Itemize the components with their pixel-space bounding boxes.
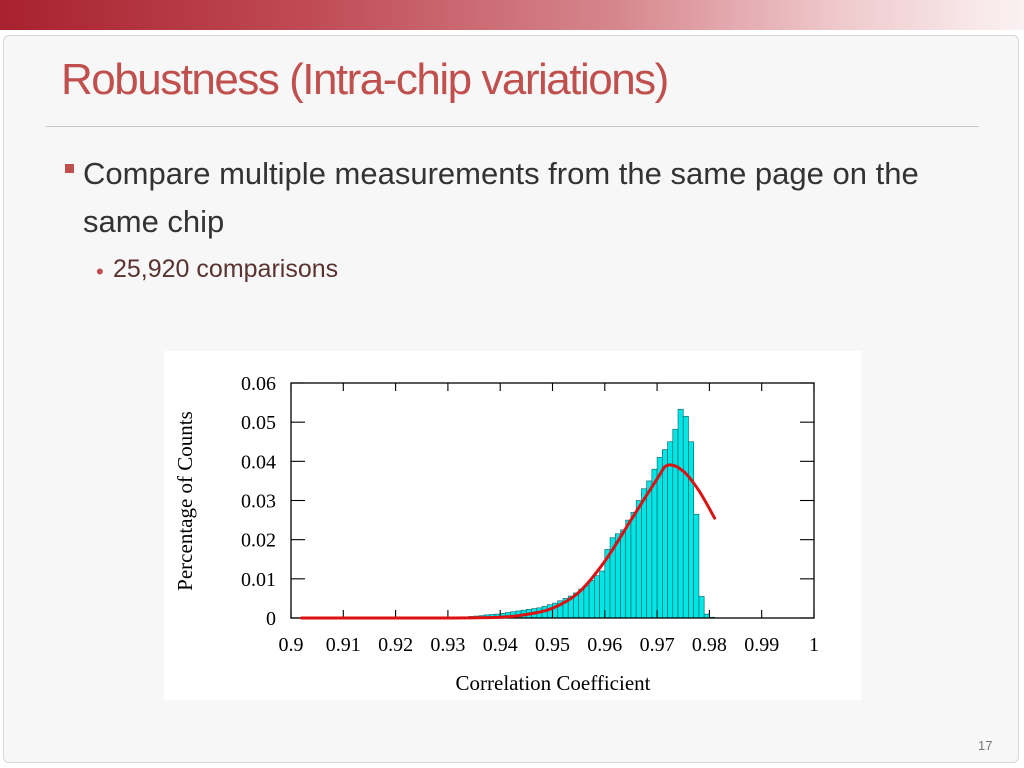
fit-curve-line bbox=[299, 463, 717, 620]
top-gradient-band bbox=[0, 0, 1024, 30]
bullet-main-text: Compare multiple measurements from the s… bbox=[83, 156, 919, 239]
x-tick-label: 0.96 bbox=[587, 634, 622, 656]
histogram-bar bbox=[599, 570, 606, 619]
chart-image: 0.9 0.91 0.92 0.93 0.94 0.95 0.96 0.97 0.98 0.99 1… bbox=[164, 351, 861, 700]
y-tick-label: 0.06 bbox=[241, 373, 276, 395]
x-tick-label: 0.93 bbox=[430, 634, 465, 656]
histogram-bar bbox=[656, 457, 663, 619]
histogram-bar bbox=[646, 480, 653, 619]
histogram-bar bbox=[698, 596, 705, 619]
x-axis-label: Correlation Coefficient bbox=[456, 671, 651, 695]
x-tick-label: 0.94 bbox=[483, 634, 518, 656]
histogram-bar bbox=[625, 519, 632, 619]
histogram-bar bbox=[677, 408, 684, 619]
x-tick-label: 0.97 bbox=[640, 634, 675, 656]
histogram-bar bbox=[641, 488, 647, 619]
y-tick-label: 0.02 bbox=[241, 530, 276, 552]
x-tick-label: 1 bbox=[809, 634, 819, 656]
x-tick-label: 0.99 bbox=[744, 634, 779, 656]
y-tick-label: 0.04 bbox=[241, 451, 276, 473]
histogram-bar bbox=[630, 511, 637, 619]
y-tick-label: 0.03 bbox=[241, 491, 276, 513]
square-bullet-icon bbox=[64, 160, 82, 180]
histogram-chart: 0.9 0.91 0.92 0.93 0.94 0.95 0.96 0.97 0.98 0.99 1… bbox=[173, 373, 819, 695]
dot-bullet-icon: • bbox=[96, 259, 104, 284]
slide-title: Robustness (Intra-chip variations) bbox=[61, 55, 669, 104]
x-tick-label: 0.95 bbox=[535, 634, 570, 656]
y-axis-label: Percentage of Counts bbox=[173, 411, 197, 591]
y-tick-label: 0.01 bbox=[241, 569, 276, 591]
histogram-bar bbox=[667, 441, 674, 619]
histogram-bar bbox=[693, 513, 700, 619]
histogram-bar bbox=[651, 468, 658, 619]
x-tick-label: 0.91 bbox=[326, 634, 361, 656]
histogram-bar bbox=[662, 449, 668, 619]
histogram-bar bbox=[594, 575, 600, 619]
histogram-bar bbox=[635, 500, 642, 619]
histogram-bar bbox=[583, 584, 590, 619]
histogram-bar bbox=[588, 580, 595, 619]
bullet-sub-text: 25,920 comparisons bbox=[113, 255, 339, 283]
histogram-bar bbox=[620, 529, 627, 619]
histogram-bar bbox=[688, 441, 695, 619]
title-divider bbox=[46, 126, 979, 127]
page-number: 17 bbox=[978, 738, 993, 753]
x-tick-label: 0.92 bbox=[378, 634, 413, 656]
x-tick-label: 0.98 bbox=[692, 634, 727, 656]
histogram-bar bbox=[682, 415, 689, 619]
histogram-bar bbox=[672, 428, 679, 619]
y-tick-label: 0 bbox=[266, 608, 276, 630]
x-tick-label: 0.9 bbox=[279, 634, 304, 656]
y-tick-label: 0.05 bbox=[241, 412, 276, 434]
